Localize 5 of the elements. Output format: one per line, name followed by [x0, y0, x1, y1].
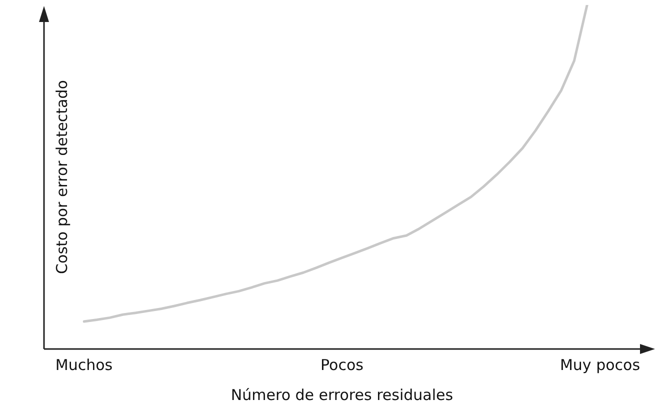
y-axis-title: Costo por error detectado	[52, 80, 71, 274]
x-tick-label: Muy pocos	[560, 356, 640, 374]
x-axis-title: Número de errores residuales	[230, 386, 454, 404]
x-tick-label: Muchos	[55, 356, 113, 374]
x-tick-label: Pocos	[320, 356, 364, 374]
